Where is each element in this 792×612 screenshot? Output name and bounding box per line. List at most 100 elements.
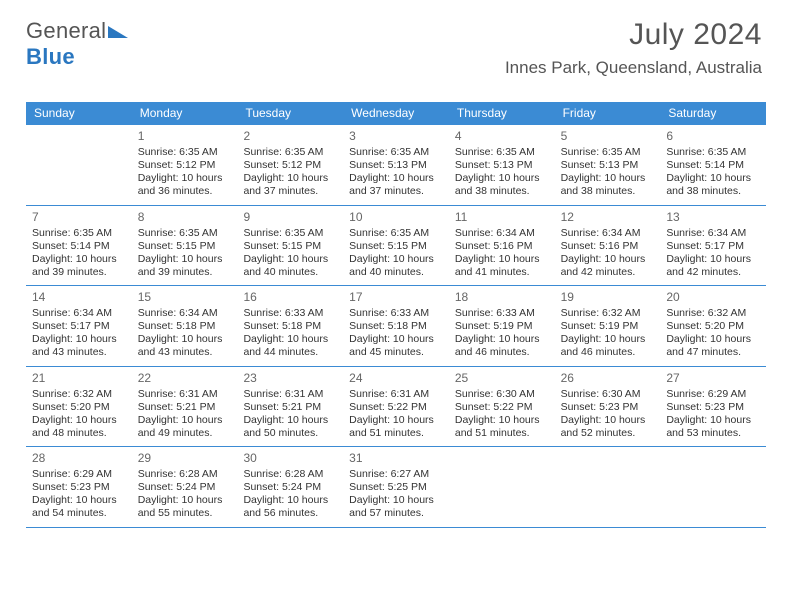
sunrise-text: Sunrise: 6:34 AM	[32, 307, 126, 320]
day-number: 27	[666, 371, 760, 386]
day-number: 6	[666, 129, 760, 144]
sunset-text: Sunset: 5:22 PM	[349, 401, 443, 414]
daylight-text: Daylight: 10 hours and 48 minutes.	[32, 414, 126, 440]
day-number: 31	[349, 451, 443, 466]
daylight-text: Daylight: 10 hours and 40 minutes.	[243, 253, 337, 279]
sunrise-text: Sunrise: 6:35 AM	[243, 146, 337, 159]
month-title: July 2024	[505, 18, 762, 52]
day-cell: 27 Sunrise: 6:29 AMSunset: 5:23 PMDayligh…	[660, 367, 766, 447]
brand-logo: General Blue	[26, 18, 128, 70]
sunset-text: Sunset: 5:15 PM	[243, 240, 337, 253]
brand-part2: Blue	[26, 44, 75, 69]
day-cell: 30Sunrise: 6:28 AMSunset: 5:24 PMDayligh…	[237, 447, 343, 527]
sunrise-text: Sunrise: 6:34 AM	[561, 227, 655, 240]
weekday-header: Sunday	[26, 102, 132, 125]
day-number: 29	[138, 451, 232, 466]
daylight-text: Daylight: 10 hours and 54 minutes.	[32, 494, 126, 520]
day-cell: 13Sunrise: 6:34 AMSunset: 5:17 PMDayligh…	[660, 206, 766, 286]
day-cell: 31Sunrise: 6:27 AMSunset: 5:25 PMDayligh…	[343, 447, 449, 527]
sunset-text: Sunset: 5:14 PM	[666, 159, 760, 172]
daylight-text: Daylight: 10 hours and 40 minutes.	[349, 253, 443, 279]
daylight-text: Daylight: 10 hours and 53 minutes.	[666, 414, 760, 440]
day-number: 15	[138, 290, 232, 305]
day-cell: 5Sunrise: 6:35 AMSunset: 5:13 PMDaylight…	[555, 125, 661, 205]
week-row: 7Sunrise: 6:35 AMSunset: 5:14 PMDaylight…	[26, 205, 766, 286]
sunrise-text: Sunrise: 6:35 AM	[243, 227, 337, 240]
weekday-header: Wednesday	[343, 102, 449, 125]
daylight-text: Daylight: 10 hours and 45 minutes.	[349, 333, 443, 359]
day-cell: 6Sunrise: 6:35 AMSunset: 5:14 PMDaylight…	[660, 125, 766, 205]
week-row: 14Sunrise: 6:34 AMSunset: 5:17 PMDayligh…	[26, 285, 766, 366]
weekday-header: Tuesday	[237, 102, 343, 125]
daylight-text: Daylight: 10 hours and 47 minutes.	[666, 333, 760, 359]
daylight-text: Daylight: 10 hours and 56 minutes.	[243, 494, 337, 520]
sunrise-text: Sunrise: 6:35 AM	[349, 146, 443, 159]
brand-part1: General	[26, 18, 106, 43]
daylight-text: Daylight: 10 hours and 43 minutes.	[32, 333, 126, 359]
sunset-text: Sunset: 5:17 PM	[666, 240, 760, 253]
sunrise-text: Sunrise: 6:34 AM	[666, 227, 760, 240]
sunset-text: Sunset: 5:12 PM	[243, 159, 337, 172]
sunrise-text: Sunrise: 6:32 AM	[561, 307, 655, 320]
day-cell: 21Sunrise: 6:32 AMSunset: 5:20 PMDayligh…	[26, 367, 132, 447]
day-number: 16	[243, 290, 337, 305]
sunset-text: Sunset: 5:23 PM	[561, 401, 655, 414]
sunrise-text: Sunrise: 6:34 AM	[455, 227, 549, 240]
daylight-text: Daylight: 10 hours and 38 minutes.	[455, 172, 549, 198]
day-number: 23	[243, 371, 337, 386]
day-number: 7	[32, 210, 126, 225]
sunset-text: Sunset: 5:15 PM	[349, 240, 443, 253]
daylight-text: Daylight: 10 hours and 49 minutes.	[138, 414, 232, 440]
sunset-text: Sunset: 5:16 PM	[561, 240, 655, 253]
weekday-header: Monday	[132, 102, 238, 125]
bottom-rule	[26, 527, 766, 528]
sunrise-text: Sunrise: 6:35 AM	[32, 227, 126, 240]
sunrise-text: Sunrise: 6:29 AM	[666, 388, 760, 401]
sunset-text: Sunset: 5:21 PM	[243, 401, 337, 414]
week-row: 1Sunrise: 6:35 AMSunset: 5:12 PMDaylight…	[26, 125, 766, 205]
sunset-text: Sunset: 5:12 PM	[138, 159, 232, 172]
day-number: 24	[349, 371, 443, 386]
day-number: 11	[455, 210, 549, 225]
sunset-text: Sunset: 5:20 PM	[666, 320, 760, 333]
day-number: 20	[666, 290, 760, 305]
day-number: 4	[455, 129, 549, 144]
day-cell: 22Sunrise: 6:31 AMSunset: 5:21 PMDayligh…	[132, 367, 238, 447]
day-cell: 25Sunrise: 6:30 AMSunset: 5:22 PMDayligh…	[449, 367, 555, 447]
day-cell: 18Sunrise: 6:33 AMSunset: 5:19 PMDayligh…	[449, 286, 555, 366]
sunrise-text: Sunrise: 6:31 AM	[138, 388, 232, 401]
day-number: 2	[243, 129, 337, 144]
sunrise-text: Sunrise: 6:28 AM	[138, 468, 232, 481]
week-row: 28Sunrise: 6:29 AMSunset: 5:23 PMDayligh…	[26, 446, 766, 527]
day-number: 13	[666, 210, 760, 225]
day-cell: 3Sunrise: 6:35 AMSunset: 5:13 PMDaylight…	[343, 125, 449, 205]
sunset-text: Sunset: 5:13 PM	[455, 159, 549, 172]
day-cell: 4Sunrise: 6:35 AMSunset: 5:13 PMDaylight…	[449, 125, 555, 205]
sunset-text: Sunset: 5:23 PM	[666, 401, 760, 414]
sunset-text: Sunset: 5:18 PM	[243, 320, 337, 333]
sunset-text: Sunset: 5:22 PM	[455, 401, 549, 414]
daylight-text: Daylight: 10 hours and 41 minutes.	[455, 253, 549, 279]
sunrise-text: Sunrise: 6:27 AM	[349, 468, 443, 481]
day-cell: 15Sunrise: 6:34 AMSunset: 5:18 PMDayligh…	[132, 286, 238, 366]
sunrise-text: Sunrise: 6:30 AM	[455, 388, 549, 401]
sunrise-text: Sunrise: 6:33 AM	[243, 307, 337, 320]
sunset-text: Sunset: 5:18 PM	[349, 320, 443, 333]
sunset-text: Sunset: 5:19 PM	[455, 320, 549, 333]
sunrise-text: Sunrise: 6:33 AM	[349, 307, 443, 320]
logo-triangle-icon	[108, 26, 128, 38]
sunset-text: Sunset: 5:25 PM	[349, 481, 443, 494]
day-number: 1	[138, 129, 232, 144]
day-cell: 20Sunrise: 6:32 AMSunset: 5:20 PMDayligh…	[660, 286, 766, 366]
daylight-text: Daylight: 10 hours and 43 minutes.	[138, 333, 232, 359]
day-cell	[555, 447, 661, 527]
daylight-text: Daylight: 10 hours and 51 minutes.	[455, 414, 549, 440]
daylight-text: Daylight: 10 hours and 36 minutes.	[138, 172, 232, 198]
sunrise-text: Sunrise: 6:31 AM	[243, 388, 337, 401]
sunset-text: Sunset: 5:24 PM	[138, 481, 232, 494]
day-number: 8	[138, 210, 232, 225]
day-cell: 17Sunrise: 6:33 AMSunset: 5:18 PMDayligh…	[343, 286, 449, 366]
day-number: 10	[349, 210, 443, 225]
daylight-text: Daylight: 10 hours and 46 minutes.	[455, 333, 549, 359]
sunrise-text: Sunrise: 6:35 AM	[138, 146, 232, 159]
